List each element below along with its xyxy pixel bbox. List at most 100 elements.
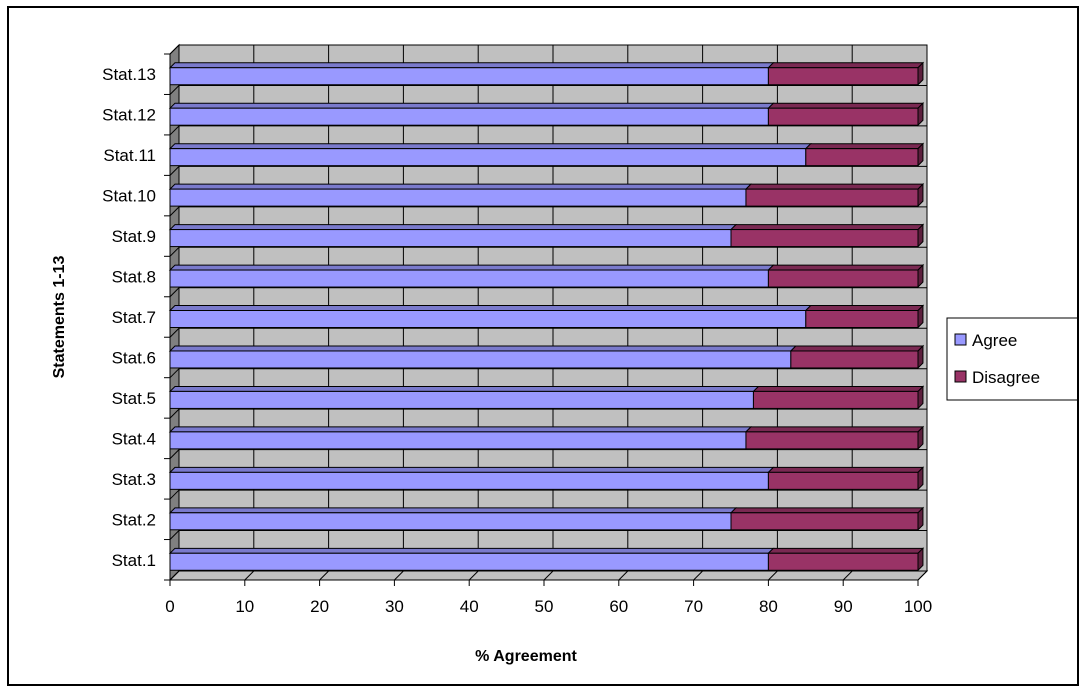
bar-disagree-stat-5	[752, 390, 919, 409]
bar-disagree-stat-11	[805, 148, 919, 167]
legend: Agree Disagree	[946, 317, 1077, 401]
y-tick-label: Stat.8	[112, 268, 156, 287]
floor-gridline	[543, 570, 554, 581]
bar-agree-stat-13	[169, 67, 769, 86]
bar-side	[917, 182, 924, 208]
stacked-bar-chart: Stat.1 Stat.2 Stat.3 Stat.4 Stat.5 Stat.6 Stat…	[51, 43, 1077, 665]
bar-agree-stat-5	[169, 390, 754, 409]
floor-gridline	[394, 570, 404, 581]
bar-top-disagree	[744, 426, 925, 433]
bar-agree-stat-4	[169, 431, 747, 450]
bar-side	[917, 102, 924, 127]
bar-agree-stat-6	[169, 350, 792, 369]
side-gridline	[169, 85, 180, 95]
bar-agree-stat-9	[169, 229, 732, 248]
x-tick-label: 30	[385, 597, 404, 616]
x-tick-label: 40	[460, 597, 479, 616]
y-axis-title: Statements 1-13	[51, 256, 68, 379]
y-tick-label: Stat.7	[112, 308, 156, 327]
side-gridline	[169, 125, 180, 136]
side-gridline	[169, 449, 180, 459]
y-tick-label: Stat.11	[103, 146, 156, 165]
bar-top-agree	[168, 264, 775, 271]
floor-gridline	[618, 570, 629, 581]
bar-disagree-stat-13	[767, 67, 919, 86]
bar-top-agree	[168, 426, 753, 433]
floor-gridline	[917, 570, 928, 581]
bar-disagree-stat-2	[730, 512, 919, 531]
legend-box	[946, 317, 1077, 401]
y-tick-label: Stat.4	[112, 429, 156, 448]
bar-top-disagree	[767, 466, 925, 473]
floor-gridline	[768, 570, 778, 581]
bar-disagree-stat-12	[767, 107, 919, 126]
side-gridline	[169, 206, 180, 217]
legend-label: Agree	[972, 331, 1017, 350]
bar-side	[917, 61, 924, 86]
side-gridline	[169, 44, 180, 55]
x-tick-label: 60	[609, 597, 628, 616]
floor-gridline	[319, 570, 329, 581]
bar-top-disagree	[789, 345, 925, 352]
y-tick-label: Stat.9	[112, 227, 156, 246]
legend-swatch	[954, 333, 967, 346]
floor-gridline	[468, 570, 479, 581]
bar-top-agree	[168, 507, 738, 514]
bar-disagree-stat-6	[790, 350, 919, 369]
bar-side	[917, 506, 924, 532]
bar-side	[917, 263, 924, 289]
bar-top-disagree	[729, 507, 925, 514]
bar-top-disagree	[767, 547, 925, 554]
x-axis-title: % Agreement	[475, 648, 577, 665]
side-gridline	[169, 408, 180, 419]
bar-top-agree	[168, 62, 775, 69]
bar-disagree-stat-4	[745, 431, 919, 450]
bar-top-disagree	[804, 305, 925, 311]
bar-disagree-stat-8	[767, 269, 919, 288]
bar-disagree-stat-3	[767, 471, 919, 490]
x-tick-label: 50	[535, 597, 554, 616]
x-tick-label: 10	[235, 597, 254, 616]
y-tick-label: Stat.5	[112, 389, 156, 408]
bar-agree-stat-1	[169, 552, 769, 571]
y-tick-label: Stat.13	[102, 65, 156, 84]
bar-top-agree	[168, 466, 775, 473]
bar-top-disagree	[729, 224, 925, 231]
bar-agree-stat-10	[169, 188, 747, 207]
bar-top-disagree	[767, 264, 925, 271]
bar-top-agree	[168, 224, 738, 231]
bar-top-agree	[168, 143, 812, 150]
bar-top-disagree	[744, 183, 925, 190]
bar-agree-stat-8	[169, 269, 769, 288]
bar-side	[917, 425, 924, 451]
bar-agree-stat-3	[169, 471, 769, 490]
bar-side	[917, 547, 924, 572]
floor-gridline	[244, 570, 255, 581]
bar-disagree-stat-9	[730, 229, 919, 248]
chart-frame: Stat.1 Stat.2 Stat.3 Stat.4 Stat.5 Stat.6 Stat…	[7, 6, 1079, 686]
bar-top-agree	[168, 102, 775, 109]
x-tick-label: 0	[165, 597, 174, 616]
x-tick-label: 70	[684, 597, 703, 616]
y-tick-label: Stat.12	[102, 106, 156, 125]
floor-gridline	[842, 570, 853, 581]
bar-agree-stat-2	[169, 512, 732, 531]
bar-top-agree	[168, 345, 797, 352]
side-gridline	[169, 530, 180, 540]
bar-agree-stat-12	[169, 107, 769, 126]
bar-top-agree	[168, 183, 753, 190]
bar-top-agree	[168, 305, 812, 311]
side-gridline	[169, 489, 180, 500]
y-tick-label: Stat.1	[112, 551, 156, 570]
side-gridline	[169, 368, 180, 379]
bar-top-disagree	[767, 102, 925, 109]
side-gridline	[169, 570, 180, 581]
y-tick-label: Stat.2	[112, 510, 156, 529]
y-tick-label: Stat.6	[112, 348, 156, 367]
side-gridline	[169, 327, 180, 338]
bar-side	[917, 142, 924, 167]
x-tick-label: 90	[834, 597, 853, 616]
side-gridline	[169, 287, 180, 298]
bar-side	[917, 385, 924, 410]
bar-agree-stat-11	[169, 148, 807, 167]
